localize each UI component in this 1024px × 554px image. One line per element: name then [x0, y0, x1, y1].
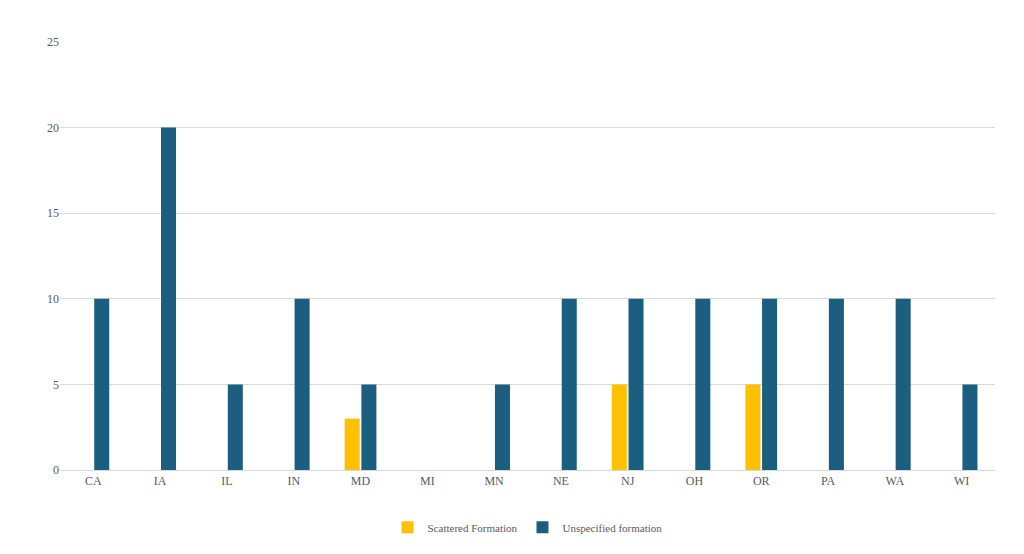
- svg-text:OH: OH: [686, 474, 704, 488]
- svg-text:NJ: NJ: [621, 474, 635, 488]
- svg-text:IL: IL: [221, 474, 232, 488]
- svg-text:MN: MN: [484, 474, 504, 488]
- svg-text:PA: PA: [821, 474, 836, 488]
- svg-text:25: 25: [47, 35, 59, 49]
- svg-text:15: 15: [47, 206, 59, 220]
- svg-text:5: 5: [53, 378, 59, 392]
- svg-text:WI: WI: [954, 474, 969, 488]
- svg-text:Scattered Formation: Scattered Formation: [428, 522, 518, 534]
- svg-text:IN: IN: [287, 474, 300, 488]
- svg-text:MI: MI: [420, 474, 435, 488]
- svg-text:20: 20: [47, 121, 59, 135]
- svg-text:Unspecified formation: Unspecified formation: [563, 522, 663, 534]
- svg-text:IA: IA: [154, 474, 167, 488]
- svg-text:MD: MD: [351, 474, 371, 488]
- svg-text:NE: NE: [553, 474, 569, 488]
- svg-text:10: 10: [47, 292, 59, 306]
- svg-text:0: 0: [53, 463, 59, 477]
- svg-text:CA: CA: [85, 474, 102, 488]
- svg-text:WA: WA: [885, 474, 904, 488]
- svg-text:OR: OR: [753, 474, 770, 488]
